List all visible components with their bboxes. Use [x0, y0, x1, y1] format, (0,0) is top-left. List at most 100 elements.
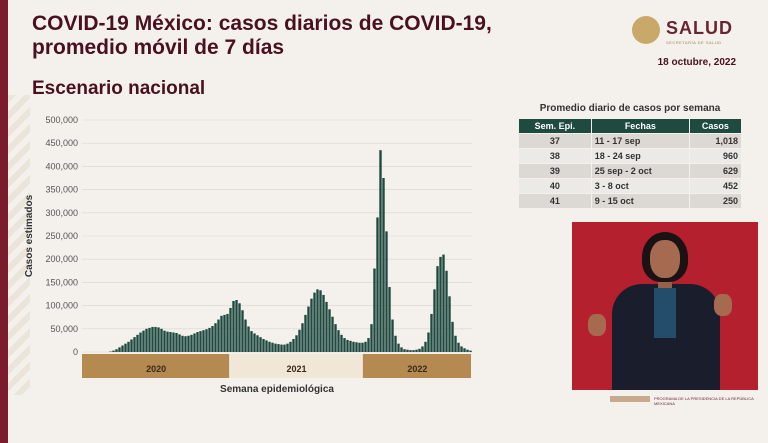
chart-bar [394, 335, 397, 352]
chart-bar [193, 333, 196, 352]
chart-bar [217, 319, 220, 352]
interpreter-right-hand [714, 294, 732, 316]
chart-bar [220, 315, 223, 352]
cell-dates: 3 - 8 oct [590, 178, 690, 194]
chart-bar [202, 330, 205, 352]
y-tick-label: 0 [73, 347, 78, 357]
logo-text: SALUD [666, 18, 733, 38]
chart-bar [337, 330, 340, 352]
chart-bar [256, 335, 259, 352]
chart-bar [397, 343, 400, 352]
chart-bar [172, 332, 175, 352]
y-tick-label: 50,000 [50, 324, 78, 334]
chart-bar [124, 343, 127, 352]
table-row: 37 11 - 17 sep 1,018 [518, 133, 743, 149]
y-tick-label: 200,000 [45, 254, 78, 264]
chart-bar [445, 270, 448, 352]
chart-bar [340, 334, 343, 352]
chart-bar [457, 342, 460, 352]
y-tick-label: 150,000 [45, 277, 78, 287]
year-label: 2022 [407, 364, 427, 374]
cell-week: 40 [518, 178, 592, 194]
chart-bar [421, 346, 424, 352]
chart-bar [319, 290, 322, 352]
chart-bar [289, 341, 292, 352]
chart-bar [466, 349, 469, 352]
chart-bar [175, 332, 178, 352]
y-tick-label: 100,000 [45, 301, 78, 311]
year-band [82, 354, 230, 378]
chart-bar [130, 339, 133, 352]
sign-language-interpreter-video [572, 222, 758, 390]
chart-bar [115, 349, 118, 352]
chart-bar [385, 231, 388, 352]
chart-bar [379, 150, 382, 352]
chart-bar [451, 321, 454, 352]
chart-bar [427, 332, 430, 352]
chart-bar [187, 335, 190, 352]
chart-bar [208, 327, 211, 352]
chart-bar [142, 330, 145, 352]
chart-bar [184, 336, 187, 352]
chart-bar [163, 330, 166, 352]
interpreter-shirt [654, 288, 676, 338]
chart-bar [301, 323, 304, 352]
chart-bar [424, 341, 427, 352]
table-header-cases: Casos [688, 118, 743, 134]
chart-bar [463, 348, 466, 352]
chart-bar [415, 349, 418, 352]
cell-cases: 629 [688, 163, 743, 179]
caption-bar [610, 396, 650, 402]
chart-bar [181, 335, 184, 352]
chart-bar [331, 316, 334, 352]
chart-bar [112, 350, 115, 352]
chart-bar [211, 326, 214, 352]
chart-bar [268, 341, 271, 352]
chart-bar [409, 350, 412, 352]
chart-bar [214, 323, 217, 352]
chart-bar [313, 292, 316, 352]
year-band [362, 354, 471, 378]
chart-bar [448, 296, 451, 352]
table-title: Promedio diario de casos por semana [539, 103, 721, 114]
x-axis-label: Semana epidemiológica [220, 384, 334, 395]
chart-bar [160, 328, 163, 352]
chart-bar [442, 254, 445, 352]
chart-bar [358, 342, 361, 352]
year-label: 2021 [286, 364, 306, 374]
chart-bar [265, 340, 268, 352]
chart-bar [364, 341, 367, 352]
daily-cases-chart: 0 50,000 100,000 150,000 200,000 250,000 300,0… [24, 115, 472, 395]
cell-week: 41 [518, 193, 592, 209]
cell-week: 39 [518, 163, 592, 179]
chart-bar [469, 350, 472, 352]
decorative-pattern [8, 95, 30, 395]
chart-bar [403, 349, 406, 352]
chart-bar [145, 328, 148, 352]
chart-bar [232, 300, 235, 352]
page-title: COVID-19 México: casos diarios de COVID-… [32, 12, 492, 59]
interpreter-face [650, 240, 680, 278]
chart-bar [439, 256, 442, 352]
chart-bar [370, 324, 373, 352]
y-tick-label: 300,000 [45, 208, 78, 218]
weekly-cases-table: Sem. Epi. Fechas Casos 37 11 - 17 sep 1,… [518, 118, 743, 209]
cell-week: 38 [518, 148, 592, 164]
chart-bar [199, 331, 202, 352]
chart-bar [169, 332, 172, 352]
chart-bar [406, 349, 409, 352]
table-row: 38 18 - 24 sep 960 [518, 148, 743, 164]
cell-cases: 960 [688, 148, 743, 164]
chart-bar [304, 314, 307, 352]
chart-bar [190, 334, 193, 352]
chart-bar [166, 331, 169, 352]
chart-bar [352, 341, 355, 352]
cell-cases: 1,018 [688, 133, 743, 149]
chart-bar [388, 287, 391, 352]
chart-bar [223, 314, 226, 352]
chart-bar [391, 319, 394, 352]
chart-bar [418, 348, 421, 352]
chart-bar [328, 309, 331, 352]
chart-bar [436, 266, 439, 352]
left-accent-bar [0, 0, 8, 443]
